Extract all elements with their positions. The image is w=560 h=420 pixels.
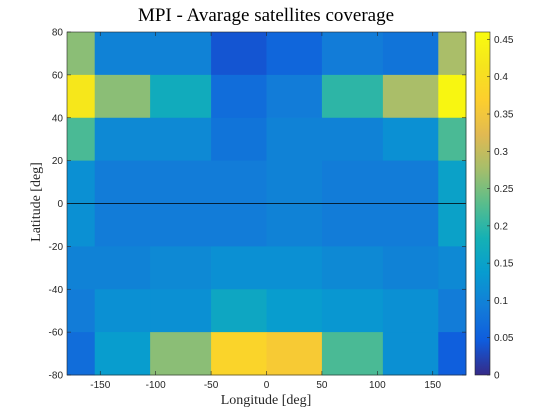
- heatmap-cell: [67, 289, 96, 333]
- y-axis-label: Latitude [deg]: [29, 162, 44, 242]
- heatmap-cell: [94, 289, 151, 333]
- heatmap-cell: [67, 332, 96, 376]
- heatmap-cell: [438, 289, 467, 333]
- colorbar-gradient: [474, 31, 491, 376]
- heatmap-cell: [321, 117, 384, 162]
- x-tick-label: 150: [424, 380, 441, 391]
- colorbar-tick-label: 0.45: [494, 35, 514, 46]
- colorbar-tick-label: 0: [494, 371, 500, 382]
- heatmap-cell: [211, 332, 267, 376]
- heatmap-cell: [211, 117, 267, 162]
- colorbar-tick-label: 0.1: [494, 296, 508, 307]
- heatmap-cell: [211, 74, 267, 119]
- x-tick-label: 50: [316, 380, 328, 391]
- y-tick-label: -80: [49, 371, 64, 382]
- heatmap-cell: [266, 332, 323, 376]
- heatmap-cell: [266, 246, 323, 290]
- colorbar-tick-label: 0.4: [494, 72, 508, 83]
- heatmap-cell: [382, 32, 439, 76]
- x-tick-label: -50: [204, 380, 219, 391]
- colorbar-tick-label: 0.2: [494, 221, 508, 232]
- heatmap-cell: [150, 32, 212, 76]
- y-tick-label: 0: [57, 199, 63, 210]
- heatmap-cell: [150, 332, 212, 376]
- x-tick-label: -150: [90, 380, 110, 391]
- y-tick-label: 80: [52, 28, 64, 39]
- heatmap-cell: [321, 32, 384, 76]
- heatmap-cell: [438, 74, 467, 119]
- heatmap-cell: [94, 117, 151, 162]
- x-tick-label: 100: [369, 380, 386, 391]
- heatmap-cell: [266, 117, 323, 162]
- heatmap-cell: [150, 74, 212, 119]
- colorbar-tick-label: 0.35: [494, 110, 514, 121]
- colorbar-tick-label: 0.15: [494, 259, 514, 270]
- y-tick-label: -20: [49, 242, 64, 253]
- y-tick-label: -40: [49, 285, 64, 296]
- y-tick-label: 40: [52, 113, 64, 124]
- x-tick-label: 0: [264, 380, 270, 391]
- x-axis-label: Longitude [deg]: [221, 393, 312, 408]
- heatmap-cell: [94, 32, 151, 76]
- heatmap-cell: [211, 32, 267, 76]
- heatmap-cell: [321, 289, 384, 333]
- heatmap-cell: [67, 74, 96, 119]
- heatmap-cell: [321, 246, 384, 290]
- heatmap-cell: [382, 332, 439, 376]
- heatmap-cell: [150, 246, 212, 290]
- heatmap-cell: [150, 117, 212, 162]
- heatmap-cell: [67, 117, 96, 162]
- colorbar: 0 0.05 0.1 0.15 0.2 0.25 0.3 0.35 0.4 0.45: [474, 31, 514, 382]
- heatmap-cell: [321, 74, 384, 119]
- heatmap-cell: [150, 289, 212, 333]
- heatmap-cell: [67, 32, 96, 76]
- chart-title: MPI - Avarage satellites coverage: [138, 5, 394, 26]
- y-axis-ticks: 80 60 40 20 0 -20 -40 -60 -80: [49, 28, 466, 382]
- x-axis-ticks: -150 -100 -50 0 50 100 150: [90, 32, 442, 391]
- heatmap-cell: [94, 74, 151, 119]
- heatmap-cell: [438, 332, 467, 376]
- heatmap-cell: [211, 246, 267, 290]
- heatmap-cell: [382, 289, 439, 333]
- heatmap-cell: [438, 117, 467, 162]
- heatmap-cell: [266, 289, 323, 333]
- heatmap-cell: [438, 32, 467, 76]
- heatmap-cell: [382, 246, 439, 290]
- heatmap-cell: [382, 74, 439, 119]
- y-tick-label: -60: [49, 328, 64, 339]
- heatmap-cell: [94, 332, 151, 376]
- heatmap-cell: [382, 117, 439, 162]
- x-tick-label: -100: [146, 380, 166, 391]
- y-tick-label: 20: [52, 156, 64, 167]
- heatmap-cell: [211, 289, 267, 333]
- y-tick-label: 60: [52, 70, 64, 81]
- colorbar-tick-label: 0.25: [494, 184, 514, 195]
- heatmap-cell: [438, 246, 467, 290]
- heatmap-cell: [266, 74, 323, 119]
- heatmap-cell: [94, 246, 151, 290]
- colorbar-tick-label: 0.05: [494, 333, 514, 344]
- colorbar-tick-label: 0.3: [494, 147, 508, 158]
- heatmap-cell: [321, 332, 384, 376]
- heatmap-cell: [67, 246, 96, 290]
- heatmap-cell: [266, 32, 323, 76]
